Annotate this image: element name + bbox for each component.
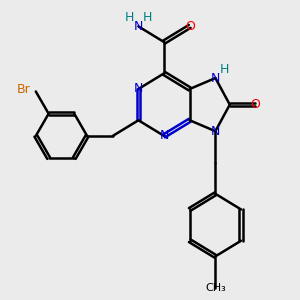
Text: O: O	[185, 20, 195, 33]
Text: N: N	[134, 20, 143, 33]
Text: N: N	[134, 82, 143, 95]
Text: CH₃: CH₃	[205, 283, 226, 293]
Text: H: H	[142, 11, 152, 24]
Text: N: N	[159, 129, 169, 142]
Text: N: N	[211, 71, 220, 85]
Text: Br: Br	[17, 83, 31, 96]
Text: N: N	[211, 125, 220, 138]
Text: O: O	[250, 98, 260, 111]
Text: H: H	[124, 11, 134, 24]
Text: H: H	[220, 63, 230, 76]
